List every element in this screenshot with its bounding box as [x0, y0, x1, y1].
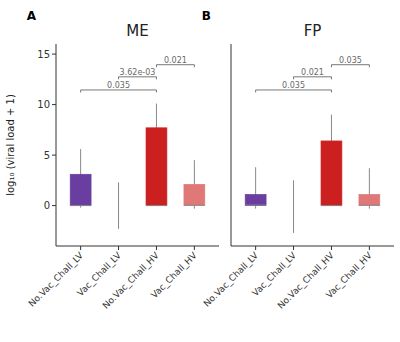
y-tick-label: 15 [37, 49, 50, 60]
box [108, 205, 129, 206]
median [184, 205, 205, 206]
x-tick [156, 246, 157, 250]
whisker [118, 182, 119, 228]
x-tick [331, 246, 332, 250]
significance-bracket [256, 90, 332, 93]
significance-bracket [294, 77, 332, 80]
significance-bracket [81, 90, 157, 93]
y-tick-label: 0 [44, 200, 50, 211]
background [0, 0, 400, 342]
y-tick-label: 10 [37, 99, 50, 110]
x-tick [293, 246, 294, 250]
x-tick [369, 246, 370, 250]
y-axis-label: log₁₀ (viral load + 1) [5, 94, 16, 196]
panel: 0.035 3.62e-03 0.021 0 5 10 15 No.Vac_Chall_LV V… [5, 9, 219, 311]
y-tick [52, 104, 56, 105]
box [184, 184, 205, 205]
box [321, 141, 342, 206]
significance-label: 0.035 [107, 81, 130, 90]
x-tick-label: No.Vac_Chall_HV [276, 250, 337, 311]
significance-bracket [156, 65, 194, 68]
panel: 0.035 0.021 0.035 No.Vac_Chall_LV Vac_Chall_… [202, 9, 394, 311]
x-tick [118, 246, 119, 250]
median [70, 205, 91, 206]
whisker [293, 180, 294, 233]
x-tick-label: No.Vac_Chall_HV [101, 250, 162, 311]
y-axis [231, 44, 232, 246]
significance-bracket [119, 77, 157, 80]
box [359, 194, 380, 205]
x-tick-label: Vac_Chall_HV [324, 250, 374, 300]
significance-label: 3.62e-03 [120, 68, 156, 77]
median [146, 205, 167, 206]
box [70, 174, 91, 205]
title: FP [304, 22, 322, 40]
marks [245, 65, 380, 233]
box [245, 194, 266, 205]
x-tick-label: No.Vac_Chall_LV [27, 250, 86, 309]
y-tick [52, 205, 56, 206]
median [321, 205, 342, 206]
marks [70, 65, 205, 229]
significance-label: 0.035 [282, 81, 305, 90]
median [245, 205, 266, 206]
x-tick [80, 246, 81, 250]
x-tick [194, 246, 195, 250]
y-tick [52, 155, 56, 156]
y-axis [56, 44, 57, 246]
panel-label: A [27, 9, 37, 23]
significance-label: 0.021 [164, 56, 187, 65]
y-tick-label: 5 [44, 150, 50, 161]
median [359, 205, 380, 206]
y-tick [52, 54, 56, 55]
significance-bracket [331, 65, 369, 68]
box [146, 128, 167, 206]
panel-label: B [202, 9, 211, 23]
title: ME [126, 22, 148, 40]
x-tick [255, 246, 256, 250]
box [283, 205, 304, 206]
x-tick-label: Vac_Chall_HV [149, 250, 199, 300]
x-tick-label: No.Vac_Chall_LV [202, 250, 261, 309]
significance-label: 0.021 [301, 68, 324, 77]
significance-label: 0.035 [339, 56, 362, 65]
chart: 0.0353.62e-030.021051015No.Vac_Chall_LVV… [0, 0, 400, 342]
